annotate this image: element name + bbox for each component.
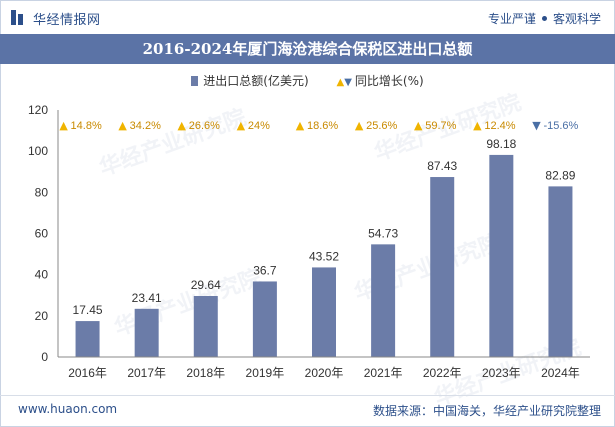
up-triangle-icon: ▲ [237,119,246,132]
x-tick-label: 2021年 [364,366,403,380]
bar [252,281,277,357]
up-triangle-icon: ▲ [118,119,127,132]
bar [312,267,336,357]
bar [548,186,573,357]
bar-swatch-icon [191,76,199,86]
y-tick-label: 20 [35,309,49,323]
growth-label: 18.6% [307,120,338,132]
growth-label: 14.8% [71,120,102,132]
legend: 进出口总额(亿美元) ▲▼ 同比增长(%) [0,72,615,89]
growth-label: 12.4% [484,120,515,132]
legend-growth-label: 同比增长(%) [354,74,424,88]
tagline-right: 客观科学 [552,12,601,26]
separator-dot-icon [541,16,547,21]
up-triangle-icon: ▲ [296,119,305,132]
up-triangle-icon: ▲ [473,119,482,132]
x-axis: 2016年 2017年 2018年 2019年 2020年 2021年 2022年 2023年… [58,356,590,380]
bar-value-label: 23.41 [132,291,162,305]
tagline-left: 专业严谨 [487,12,536,26]
brand-name: 华经情报网 [33,13,101,28]
bar [193,295,218,357]
bar-value-label: 98.18 [486,137,516,151]
bar [75,321,100,357]
y-tick-label: 80 [35,185,49,199]
up-triangle-icon: ▲ [414,119,423,132]
x-tick-label: 2016年 [68,366,107,380]
up-triangle-icon: ▲ [355,119,364,132]
growth-label: 24% [248,120,270,132]
y-tick-label: 0 [41,350,48,364]
x-tick-label: 2018年 [186,366,225,380]
bar [134,308,159,357]
x-tick-label: 2022年 [423,366,462,380]
chart-title: 2016-2024年厦门海沧港综合保税区进出口总额 [142,40,473,58]
bar-value-label: 82.89 [545,168,575,182]
bar-value-label: 17.45 [73,303,103,317]
top-bar: 华经情报网 专业严谨 客观科学 [0,0,615,34]
down-triangle-icon: ▼ [344,77,352,88]
bar [371,244,396,357]
up-triangle-icon: ▲ [178,119,187,132]
x-tick-label: 2024年 [541,366,580,380]
y-tick-label: 100 [28,144,48,158]
logo-icon [11,10,25,25]
x-tick-label: 2023年 [482,366,521,380]
tagline: 专业严谨 客观科学 [488,10,601,27]
bars: 17.45 23.41 29.64 36.7 43.52 54.73 87.43 98.18 8… [73,137,576,357]
growth-labels: ▲ 14.8% ▲ 34.2% ▲ 26.6% ▲ 24% ▲ 18.6% ▲ 25.6% ▲ 59.7%… [59,119,578,132]
footer-divider [0,395,615,396]
legend-bar-label: 进出口总额(亿美元) [203,74,309,88]
bar-value-label: 54.73 [368,226,398,240]
y-tick-label: 40 [35,268,49,282]
growth-label: -15.6% [543,120,578,132]
bar-value-label: 29.64 [191,278,221,292]
bar-value-label: 87.43 [427,159,457,173]
footer-source: 数据来源：中国海关，华经产业研究院整理 [372,404,601,418]
y-tick-label: 120 [28,103,48,117]
bar-value-label: 43.52 [309,249,339,263]
up-triangle-icon: ▲ [336,77,345,88]
up-triangle-icon: ▲ [59,119,68,132]
title-band: 2016-2024年厦门海沧港综合保税区进出口总额 [0,34,615,64]
bar [430,177,455,357]
growth-label: 34.2% [130,120,161,132]
bar-value-label: 36.7 [253,263,277,277]
x-tick-label: 2020年 [305,366,344,380]
footer-website: www.huaon.com [18,402,118,416]
x-tick-label: 2019年 [246,366,285,380]
growth-label: 26.6% [189,120,220,132]
growth-label: 25.6% [366,120,397,132]
down-triangle-icon: ▼ [532,119,541,132]
legend-item-growth: ▲▼ 同比增长(%) [337,72,424,89]
y-axis: 0 20 40 60 80 100 120 [28,103,59,364]
x-tick-label: 2017年 [127,366,166,380]
bar [489,154,514,357]
growth-label: 59.7% [425,120,456,132]
y-tick-label: 60 [35,227,49,241]
legend-item-bar: 进出口总额(亿美元) [191,72,309,89]
